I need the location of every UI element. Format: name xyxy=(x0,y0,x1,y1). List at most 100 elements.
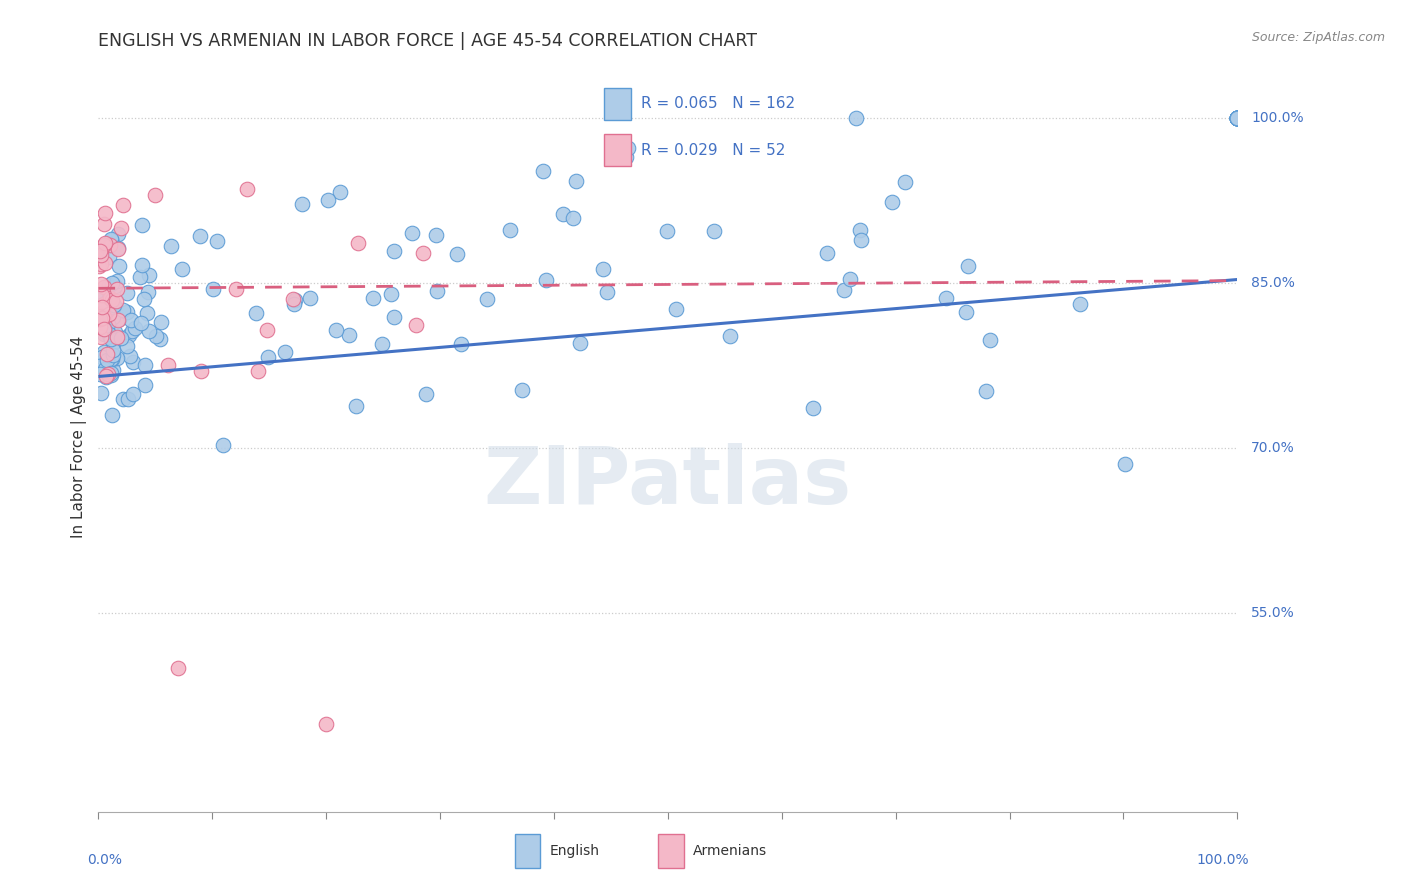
Point xyxy=(90,318,112,333)
Point xyxy=(979,333,1001,347)
Point xyxy=(100,233,122,247)
Point xyxy=(131,258,153,272)
Point xyxy=(562,211,585,225)
Point xyxy=(117,392,139,406)
Point xyxy=(425,284,447,298)
Point xyxy=(1226,111,1249,125)
Point xyxy=(96,289,118,303)
Point xyxy=(94,369,117,384)
Point xyxy=(100,232,122,246)
Point xyxy=(94,235,117,250)
Point xyxy=(849,223,872,237)
Point xyxy=(284,293,307,308)
Point xyxy=(1114,457,1136,471)
Point xyxy=(111,198,134,212)
Point xyxy=(1226,111,1249,125)
Point xyxy=(475,293,498,307)
Point xyxy=(90,350,112,364)
Point xyxy=(90,304,112,318)
Point xyxy=(107,242,129,256)
Point xyxy=(100,293,122,307)
Point xyxy=(90,309,112,323)
Point xyxy=(87,359,110,373)
Point xyxy=(110,220,132,235)
Point xyxy=(851,234,873,248)
Point xyxy=(90,287,112,301)
Text: 55.0%: 55.0% xyxy=(1251,607,1295,620)
Point xyxy=(97,368,120,382)
Point xyxy=(104,326,127,340)
Point xyxy=(211,438,233,452)
Point xyxy=(115,339,138,353)
Point xyxy=(90,300,112,314)
Text: 0.0%: 0.0% xyxy=(87,853,122,867)
Point xyxy=(281,292,304,306)
Point xyxy=(94,256,117,270)
Point xyxy=(93,322,115,336)
Point xyxy=(1226,111,1249,125)
Point xyxy=(96,353,118,368)
Point xyxy=(120,313,142,327)
Point xyxy=(93,206,115,220)
Point xyxy=(89,319,111,334)
Point xyxy=(93,297,115,311)
Point xyxy=(103,331,125,345)
Point xyxy=(98,291,121,305)
Point xyxy=(107,227,129,241)
Point xyxy=(256,322,278,336)
Point xyxy=(1226,111,1249,125)
Point xyxy=(107,313,129,327)
Point xyxy=(112,302,135,317)
Point xyxy=(257,350,280,364)
Point xyxy=(90,302,112,317)
Point xyxy=(655,224,678,238)
Point xyxy=(101,408,124,422)
Point xyxy=(425,228,447,243)
Point xyxy=(145,187,167,202)
Point xyxy=(108,259,131,273)
Point xyxy=(339,327,361,342)
Point xyxy=(845,111,868,125)
Point xyxy=(510,383,533,397)
Point xyxy=(592,261,614,276)
Point xyxy=(614,149,637,163)
Point xyxy=(96,347,118,361)
Point xyxy=(138,324,160,338)
Text: ENGLISH VS ARMENIAN IN LABOR FORCE | AGE 45-54 CORRELATION CHART: ENGLISH VS ARMENIAN IN LABOR FORCE | AGE… xyxy=(98,32,758,50)
Point xyxy=(401,226,423,240)
Point xyxy=(1226,111,1249,125)
Point xyxy=(94,362,117,376)
Point xyxy=(236,182,259,196)
Point xyxy=(93,327,115,342)
Point xyxy=(98,237,121,252)
Point xyxy=(801,401,824,416)
Point xyxy=(1226,111,1249,125)
Point xyxy=(347,235,370,250)
Point xyxy=(190,228,212,243)
Point xyxy=(91,290,114,304)
Point xyxy=(90,316,112,330)
Point xyxy=(412,246,434,260)
Point xyxy=(136,285,159,299)
Point xyxy=(405,318,427,332)
Point xyxy=(97,308,120,322)
Point xyxy=(89,319,111,334)
Point xyxy=(101,363,124,377)
Point xyxy=(89,244,111,259)
Point xyxy=(531,163,554,178)
Point xyxy=(1069,297,1091,311)
Point xyxy=(105,293,128,308)
Point xyxy=(100,367,122,381)
Point xyxy=(617,141,640,155)
Point xyxy=(882,195,904,210)
Point xyxy=(1226,111,1249,125)
Point xyxy=(98,279,121,293)
Point xyxy=(90,277,112,292)
Point xyxy=(380,287,402,301)
Point xyxy=(1226,111,1249,125)
Text: ZIPatlas: ZIPatlas xyxy=(484,443,852,521)
Point xyxy=(93,323,115,337)
Point xyxy=(101,310,124,325)
Point xyxy=(384,244,406,258)
Point xyxy=(1226,111,1249,125)
